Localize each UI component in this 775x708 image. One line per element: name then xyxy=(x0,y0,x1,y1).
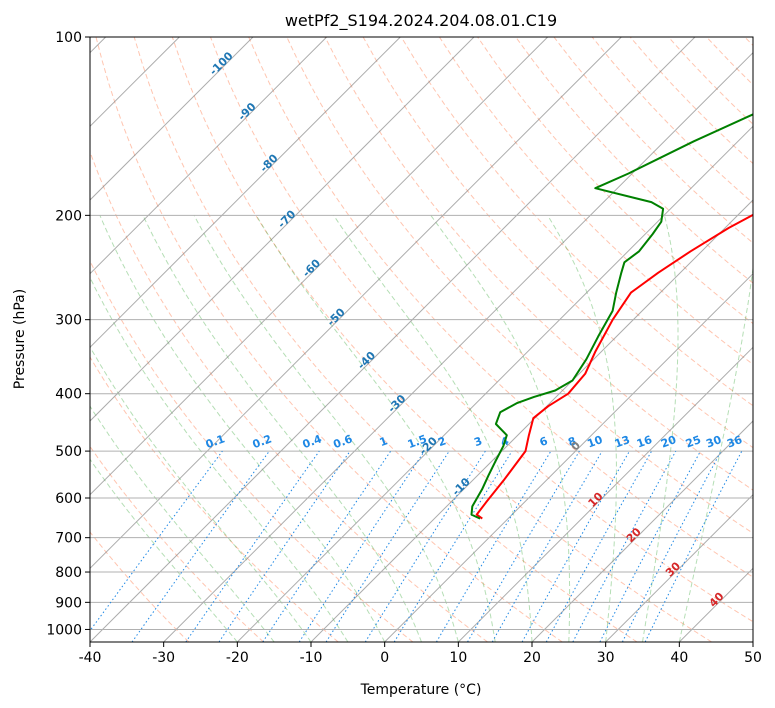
y-tick-label: 600 xyxy=(55,491,82,507)
mixing-ratio-label: 3 xyxy=(472,434,484,449)
mixing-ratio-label: 10 xyxy=(585,433,604,451)
mixing-ratio-label: 0.2 xyxy=(251,432,274,451)
moist-adiabat xyxy=(255,215,496,642)
y-tick-label: 500 xyxy=(55,444,82,460)
isotherm-line xyxy=(457,346,753,642)
mixing-ratio-label: 13 xyxy=(613,433,632,450)
isotherm-line xyxy=(90,37,549,496)
y-tick-label: 300 xyxy=(55,313,82,329)
mixing-ratio-line xyxy=(572,450,677,642)
dewpoint-line xyxy=(470,113,753,520)
mixing-ratio-label: 0.4 xyxy=(301,432,324,451)
moist-adiabat xyxy=(142,215,422,642)
chart-title: wetPf2_S194.2024.204.08.01.C19 xyxy=(285,11,557,31)
moist-adiabat xyxy=(642,215,679,642)
y-axis: 100 200 300 400 500 600 700 800 900 1000 xyxy=(46,30,90,638)
moist-adiabat xyxy=(99,215,386,642)
isotherm-line xyxy=(90,37,401,349)
dry-adiabat xyxy=(133,37,638,642)
y-tick-label: 800 xyxy=(55,565,82,581)
mixing-ratio-line xyxy=(325,450,450,642)
x-tick-label: 0 xyxy=(380,650,389,666)
moist-adiabat xyxy=(193,215,459,642)
isotherm-line xyxy=(90,37,696,642)
y-tick-label: 200 xyxy=(55,208,82,224)
mixing-ratio-label: 1 xyxy=(378,434,390,449)
x-tick-label: 40 xyxy=(670,650,688,666)
mixing-ratio-line xyxy=(545,450,653,642)
y-tick-label: 700 xyxy=(55,531,82,547)
mixing-ratio-line xyxy=(185,450,320,642)
moist-adiabat xyxy=(430,215,571,642)
mixing-ratio-line xyxy=(298,450,425,642)
dry-adiabat xyxy=(324,37,753,491)
x-tick-label: 10 xyxy=(449,650,467,666)
x-axis-label: Temperature (°C) xyxy=(360,682,482,698)
dry-adiabat xyxy=(515,37,753,284)
y-tick-label: 100 xyxy=(55,30,82,46)
y-tick-label: 900 xyxy=(55,595,82,611)
mixing-ratio-label: 2 xyxy=(436,434,448,449)
plot-frame xyxy=(89,36,754,643)
moist-adiabat xyxy=(678,264,753,642)
isotherm-line xyxy=(90,37,328,275)
mixing-ratio-label: 25 xyxy=(684,433,703,450)
isotherm-line xyxy=(310,199,753,642)
dry-adiabat xyxy=(210,37,753,623)
mixing-ratio-label: 20 xyxy=(659,433,678,451)
moist-adiabat xyxy=(90,458,238,642)
mixing-ratio-line xyxy=(262,450,392,642)
x-tick-label: -40 xyxy=(79,650,102,666)
mixing-ratio-line xyxy=(90,450,223,632)
x-tick-label: -10 xyxy=(300,650,323,666)
isotherm-line xyxy=(605,493,753,642)
isotherm-line xyxy=(236,125,753,642)
isotherm-line xyxy=(90,37,622,570)
isotherm-line xyxy=(90,37,475,422)
mixing-ratio-label: 0.6 xyxy=(332,432,355,451)
mixing-ratio-label: 0.1 xyxy=(204,432,227,451)
mixing-ratio-line xyxy=(521,450,630,642)
dry-adiabat xyxy=(95,37,563,642)
mixing-ratio-label: 16 xyxy=(635,433,654,451)
isotherm-line xyxy=(531,420,753,642)
y-axis-label: Pressure (hPa) xyxy=(12,289,28,389)
dry-adiabat xyxy=(171,37,712,642)
mixing-ratio-label: 36 xyxy=(725,433,744,451)
mixing-ratio-label: 1.5 xyxy=(406,432,429,451)
dry-adiabat xyxy=(400,37,753,407)
y-tick-label: 1000 xyxy=(46,622,82,638)
isotherm-line xyxy=(163,51,753,642)
mixing-ratio-line xyxy=(393,450,513,642)
mixing-ratio-line xyxy=(644,450,743,642)
x-tick-label: 30 xyxy=(597,650,615,666)
mixing-ratio-label: 6 xyxy=(538,434,550,449)
dry-adiabat xyxy=(90,356,339,642)
moist-adiabat xyxy=(547,215,617,642)
x-axis: -40 -30 -20 -10 0 10 20 30 40 50 xyxy=(79,642,762,666)
moist-adiabat xyxy=(90,346,312,642)
x-tick-label: -20 xyxy=(226,650,249,666)
y-tick-label: 400 xyxy=(55,387,82,403)
background-lines xyxy=(90,37,753,642)
isotherm-line xyxy=(384,272,753,642)
mixing-ratio-line xyxy=(131,450,270,642)
x-tick-label: 50 xyxy=(744,650,762,666)
dry-adiabat xyxy=(438,37,753,366)
x-tick-label: -30 xyxy=(152,650,175,666)
line-labels: 0.1 0.2 0.4 0.6 1 1.5 2 3 4 6 8 10 13 16 20 25 30 36-100-… xyxy=(204,49,745,610)
x-tick-label: 20 xyxy=(523,650,541,666)
mixing-ratio-label: 30 xyxy=(704,433,723,451)
profile-lines xyxy=(470,113,753,520)
dry-adiabat xyxy=(90,150,488,642)
isotherm-line xyxy=(90,37,254,201)
temperature-line xyxy=(475,213,753,520)
dry-adiabat xyxy=(90,445,264,642)
dry-adiabat xyxy=(248,37,753,578)
dry-adiabat xyxy=(90,531,190,642)
mixing-ratio-line xyxy=(218,450,351,642)
mixing-ratio-label: 8 xyxy=(566,434,578,449)
